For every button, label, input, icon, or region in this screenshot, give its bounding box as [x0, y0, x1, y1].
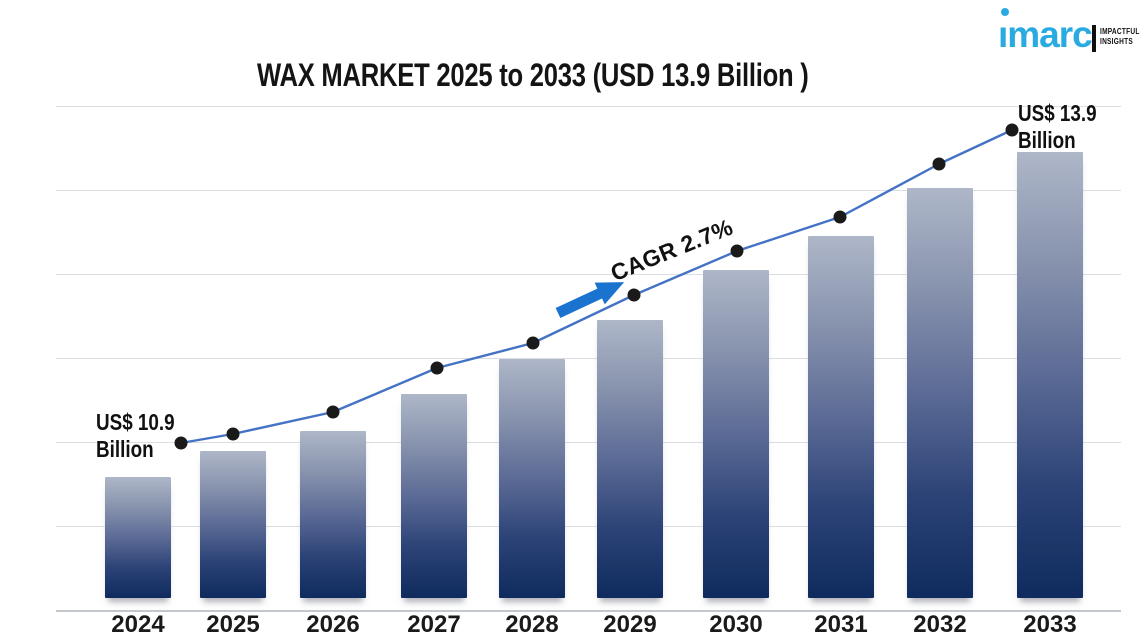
data-point-2030: [730, 244, 744, 258]
start-value-annotation: US$ 10.9 Billion: [96, 409, 175, 463]
bar-2024: [105, 477, 171, 598]
x-axis-label-2024: 2024: [111, 611, 165, 638]
x-axis-label-2027: 2027: [407, 611, 461, 638]
bar-2027: [401, 394, 467, 598]
x-axis-label-2026: 2026: [306, 611, 360, 638]
imarc-logo-tagline-line2: INSIGHTS: [1100, 37, 1133, 46]
x-axis-label-2028: 2028: [505, 611, 559, 638]
data-point-2026: [326, 405, 340, 419]
imarc-logo-tagline: IMPACTFUL INSIGHTS: [1100, 27, 1140, 47]
data-point-2028: [526, 336, 540, 350]
x-axis-label-2031: 2031: [814, 611, 868, 638]
data-point-2024: [174, 436, 188, 450]
data-point-2025: [226, 427, 240, 441]
end-value-line2: Billion: [1018, 127, 1076, 153]
x-axis-label-2025: 2025: [206, 611, 260, 638]
x-axis-label-2032: 2032: [913, 611, 967, 638]
bar-2029: [597, 320, 663, 598]
data-point-2029: [627, 288, 641, 302]
bar-2030: [703, 270, 769, 598]
imarc-logo-divider: [1092, 25, 1096, 52]
start-value-line2: Billion: [96, 436, 154, 462]
imarc-logo-wordmark: ımarc: [998, 14, 1093, 55]
bar-2033: [1017, 152, 1083, 598]
x-axis-label-2030: 2030: [709, 611, 763, 638]
data-point-2032: [932, 157, 946, 171]
x-axis-line: [56, 610, 1121, 612]
bar-2028: [499, 359, 565, 598]
chart-title: WAX MARKET 2025 to 2033 (USD 13.9 Billio…: [0, 57, 1066, 94]
data-point-2031: [833, 210, 847, 224]
imarc-logo-i-dot-icon: [1001, 8, 1009, 16]
gridline: [56, 526, 1121, 527]
end-value-annotation: US$ 13.9 Billion: [1018, 100, 1097, 154]
bar-2031: [808, 236, 874, 598]
gridline: [56, 106, 1121, 107]
bar-2025: [200, 451, 266, 598]
x-axis-label-2029: 2029: [603, 611, 657, 638]
start-value-line1: US$ 10.9: [96, 409, 175, 435]
data-point-2033: [1005, 123, 1019, 137]
chart-title-text: WAX MARKET 2025 to 2033 (USD 13.9 Billio…: [257, 57, 809, 93]
data-point-2027: [430, 361, 444, 375]
bar-2032: [907, 188, 973, 598]
x-axis-label-2033: 2033: [1023, 611, 1077, 638]
imarc-logo-tagline-line1: IMPACTFUL: [1100, 27, 1140, 36]
bar-2026: [300, 431, 366, 598]
end-value-line1: US$ 13.9: [1018, 100, 1097, 126]
